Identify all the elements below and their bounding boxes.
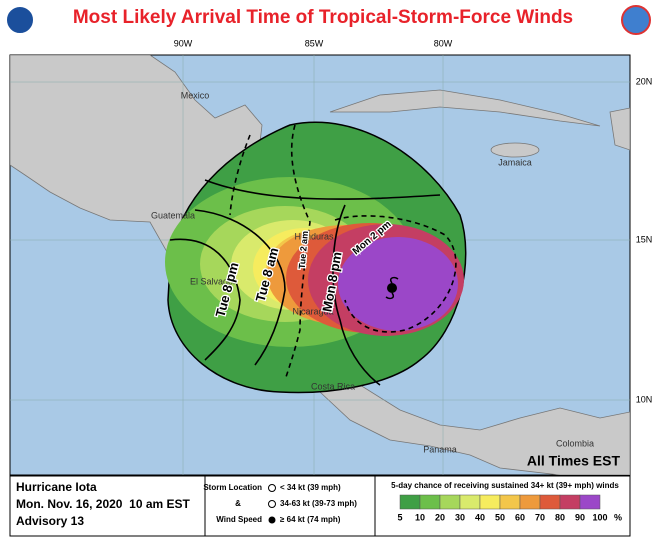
coordinate-labels: 90W 85W 80W 20N 15N 10N [174,38,653,404]
lat-label: 10N [636,394,653,404]
scale-label: 20 [435,512,445,522]
place-label: Jamaica [498,157,532,167]
title: Most Likely Arrival Time of Tropical-Sto… [73,7,573,28]
legend-title: & [235,499,241,508]
place-label: El Salvador [190,276,236,286]
scale-swatch [559,494,581,510]
scale-swatch [399,494,421,510]
legend-item: ≥ 64 kt (74 mph) [280,515,341,524]
scale-swatch [439,494,461,510]
arrival-contours [169,124,457,386]
lon-label: 80W [434,38,453,48]
scale-label: 30 [455,512,465,522]
scale-label: 40 [475,512,485,522]
place-label: Colombia [556,438,594,448]
scale-label: 100 [592,512,607,522]
lon-label: 90W [174,38,193,48]
time-note: All Times EST [527,453,621,469]
place-label: Panama [423,444,457,454]
scale-label: 60 [515,512,525,522]
scale-swatch [479,494,501,510]
legend-title: Wind Speed [216,515,262,524]
place-label: Mexico [181,90,210,100]
scale-label: 10 [415,512,425,522]
cuba [329,89,601,127]
legend-symbol [268,500,276,508]
legend-symbol [268,484,276,492]
advisory-number: Advisory 13 [16,514,84,528]
scale-label: 50 [495,512,505,522]
scale-swatch [539,494,561,510]
legend-item: < 34 kt (39 mph) [280,483,341,492]
scale-label: 70 [535,512,545,522]
advisory-date: Mon. Nov. 16, 2020 10 am EST [16,497,191,511]
scale-swatch [459,494,481,510]
hispaniola [609,107,630,151]
jamaica [490,142,540,158]
legend-item: 34-63 kt (39-73 mph) [280,499,357,508]
lon-label: 85W [305,38,324,48]
scale-swatch [579,494,601,510]
place-label: Guatemala [151,210,195,220]
place-label: Nicaragua [292,306,333,316]
scale-label: 5 [397,512,402,522]
legend-symbol [268,516,276,524]
swath-band [338,237,458,331]
lat-label: 20N [636,76,653,86]
scale-swatch [499,494,521,510]
scale-label: 90 [575,512,585,522]
lat-label: 15N [636,234,653,244]
scale-title: 5-day chance of receiving sustained 34+ … [391,481,619,490]
legend-title: Storm Location [203,483,262,492]
footer: Hurricane Iota Mon. Nov. 16, 2020 10 am … [9,475,631,537]
scale-swatch [519,494,541,510]
storm-symbol [385,276,399,300]
arrival-label: Tue 2 am [297,230,310,269]
place-label: Honduras [294,231,334,241]
scale-unit: % [614,512,622,522]
place-label: Costa Rica [311,381,355,391]
nws-logo [621,5,651,35]
scale-label: 80 [555,512,565,522]
noaa-logo [5,5,35,35]
storm-name: Hurricane Iota [16,480,97,494]
scale-swatch [419,494,441,510]
map-frame: Mexico Jamaica Guatemala Honduras El Sal… [9,54,631,476]
